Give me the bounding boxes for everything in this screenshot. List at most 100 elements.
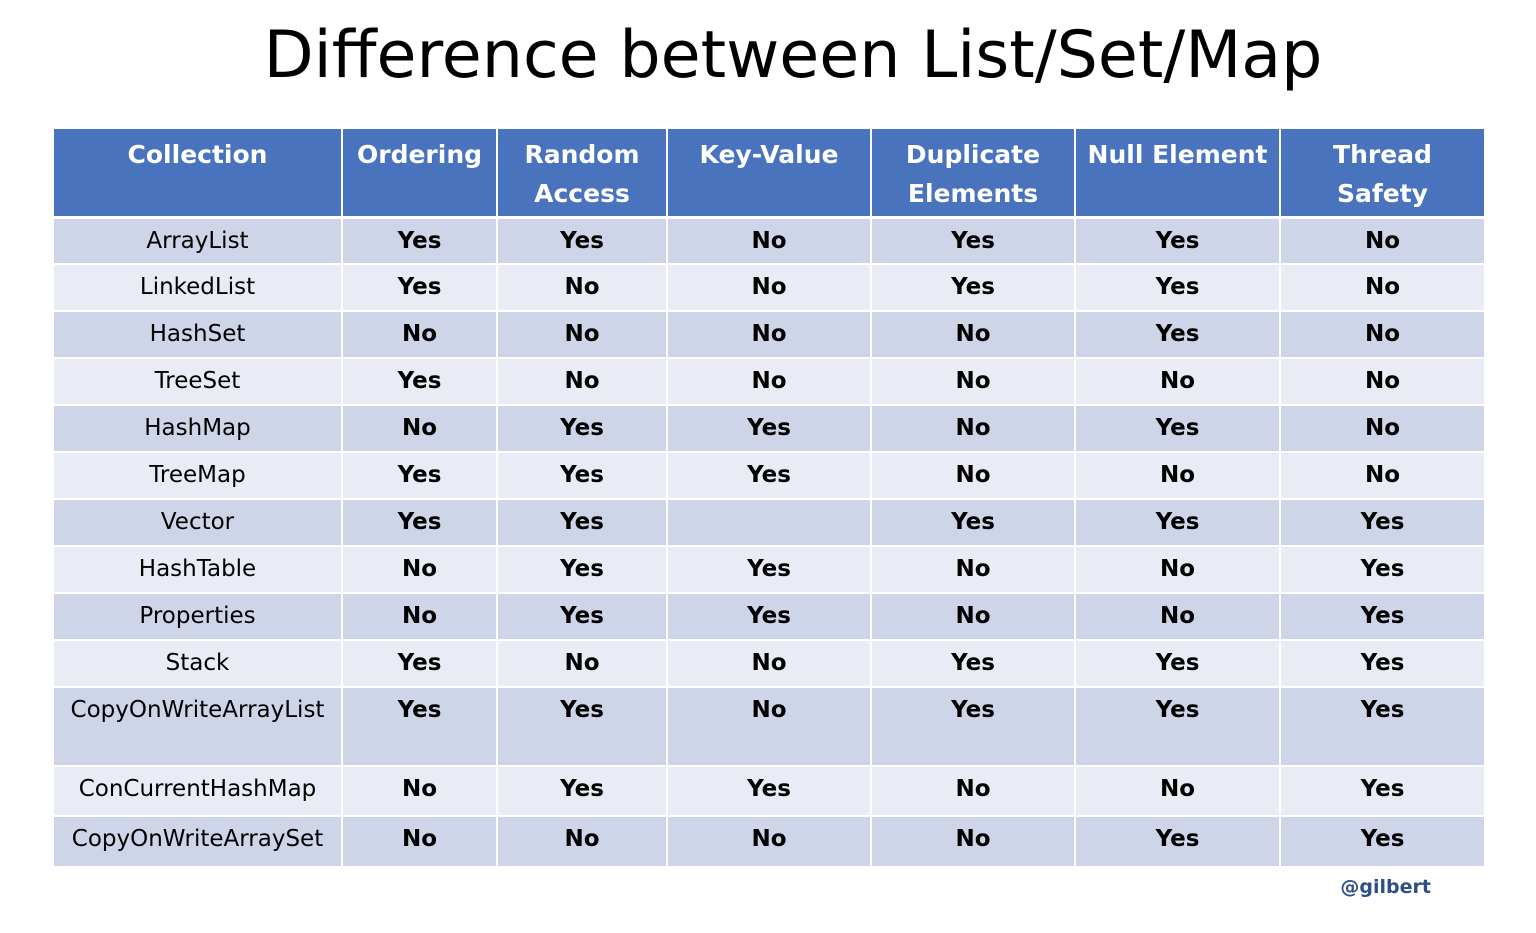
value-cell: Yes bbox=[1279, 498, 1484, 546]
value-cell: No bbox=[496, 639, 667, 687]
value-cell: Yes bbox=[341, 639, 497, 687]
header-label: Collection bbox=[127, 140, 268, 169]
value-cell: No bbox=[870, 815, 1075, 866]
value-cell bbox=[666, 498, 871, 546]
value-cell: No bbox=[341, 404, 497, 452]
table-row: Properties No Yes Yes No No Yes bbox=[54, 592, 1484, 640]
collection-name-cell: CopyOnWriteArraySet bbox=[54, 815, 342, 866]
collection-name-cell: LinkedList bbox=[54, 263, 342, 311]
value-cell: No bbox=[1279, 216, 1484, 264]
value-cell: No bbox=[1074, 592, 1280, 640]
value-cell: No bbox=[666, 310, 871, 358]
value-cell: Yes bbox=[1279, 815, 1484, 866]
value-cell: No bbox=[870, 545, 1075, 593]
value-cell: No bbox=[870, 451, 1075, 499]
table-row: LinkedList Yes No No Yes Yes No bbox=[54, 263, 1484, 311]
header-label: Ordering bbox=[356, 140, 483, 169]
collection-name-cell: Properties bbox=[54, 592, 342, 640]
value-cell: No bbox=[666, 639, 871, 687]
value-cell: No bbox=[666, 815, 871, 866]
table-row: Stack Yes No No Yes Yes Yes bbox=[54, 639, 1484, 687]
value-cell: Yes bbox=[496, 216, 667, 264]
page-title: Difference between List/Set/Map bbox=[263, 18, 1323, 93]
collection-name-cell: ArrayList bbox=[54, 216, 342, 264]
value-cell: Yes bbox=[666, 451, 871, 499]
header-label: Duplicate bbox=[905, 140, 1041, 169]
value-cell: No bbox=[1279, 404, 1484, 452]
table-row: HashTable No Yes Yes No No Yes bbox=[54, 545, 1484, 593]
value-cell: Yes bbox=[666, 765, 871, 816]
collection-name-cell: Stack bbox=[54, 639, 342, 687]
value-cell: No bbox=[1279, 310, 1484, 358]
value-cell: No bbox=[666, 216, 871, 264]
header-label: Thread bbox=[1333, 140, 1432, 169]
value-cell: No bbox=[1074, 357, 1280, 405]
collection-name-cell: HashSet bbox=[54, 310, 342, 358]
value-cell: No bbox=[1074, 765, 1280, 816]
value-cell: Yes bbox=[666, 545, 871, 593]
collection-name-cell: TreeSet bbox=[54, 357, 342, 405]
value-cell: Yes bbox=[1074, 686, 1280, 766]
value-cell: Yes bbox=[1074, 498, 1280, 546]
author-credit: @gilbert bbox=[1340, 876, 1431, 898]
value-cell: Yes bbox=[496, 765, 667, 816]
table-row: TreeMap Yes Yes Yes No No No bbox=[54, 451, 1484, 499]
table-row: ConCurrentHashMap No Yes Yes No No Yes bbox=[54, 765, 1484, 816]
table-row: HashSet No No No No Yes No bbox=[54, 310, 1484, 358]
value-cell: Yes bbox=[496, 686, 667, 766]
value-cell: No bbox=[496, 310, 667, 358]
value-cell: Yes bbox=[870, 639, 1075, 687]
header-label: Random bbox=[524, 140, 640, 169]
table-row: HashMap No Yes Yes No Yes No bbox=[54, 404, 1484, 452]
value-cell: Yes bbox=[1074, 310, 1280, 358]
value-cell: No bbox=[496, 263, 667, 311]
table-row: CopyOnWriteArraySet No No No No Yes Yes bbox=[54, 815, 1484, 866]
header-thread-safety: Thread Safety bbox=[1279, 129, 1484, 219]
value-cell: Yes bbox=[1279, 545, 1484, 593]
table-row: ArrayList Yes Yes No Yes Yes No bbox=[54, 216, 1484, 264]
value-cell: No bbox=[666, 686, 871, 766]
collection-name-cell: TreeMap bbox=[54, 451, 342, 499]
value-cell: No bbox=[341, 592, 497, 640]
collection-name-cell: Vector bbox=[54, 498, 342, 546]
value-cell: Yes bbox=[1074, 263, 1280, 311]
value-cell: Yes bbox=[666, 592, 871, 640]
value-cell: Yes bbox=[870, 686, 1075, 766]
value-cell: No bbox=[870, 592, 1075, 640]
value-cell: Yes bbox=[341, 357, 497, 405]
value-cell: No bbox=[870, 404, 1075, 452]
value-cell: Yes bbox=[341, 498, 497, 546]
table-row: TreeSet Yes No No No No No bbox=[54, 357, 1484, 405]
header-label: Null Element bbox=[1087, 140, 1268, 169]
header-random-access: Random Access bbox=[496, 129, 667, 219]
value-cell: No bbox=[870, 357, 1075, 405]
value-cell: Yes bbox=[1074, 216, 1280, 264]
value-cell: No bbox=[1279, 451, 1484, 499]
value-cell: Yes bbox=[1074, 815, 1280, 866]
value-cell: Yes bbox=[496, 498, 667, 546]
collection-name-cell: CopyOnWriteArrayList bbox=[54, 686, 342, 766]
table-row: CopyOnWriteArrayList Yes Yes No Yes Yes Yes bbox=[54, 686, 1484, 766]
value-cell: No bbox=[1279, 357, 1484, 405]
collection-name-cell: HashTable bbox=[54, 545, 342, 593]
value-cell: No bbox=[341, 815, 497, 866]
value-cell: Yes bbox=[1279, 639, 1484, 687]
value-cell: Yes bbox=[870, 216, 1075, 264]
header-row: Collection Ordering Random Access Key-Val… bbox=[54, 129, 1484, 219]
value-cell: Yes bbox=[341, 451, 497, 499]
value-cell: No bbox=[1074, 545, 1280, 593]
value-cell: No bbox=[870, 310, 1075, 358]
value-cell: No bbox=[341, 765, 497, 816]
header-collection: Collection bbox=[54, 129, 342, 219]
value-cell: Yes bbox=[341, 263, 497, 311]
value-cell: Yes bbox=[341, 216, 497, 264]
header-duplicate-elements: Duplicate Elements bbox=[870, 129, 1075, 219]
value-cell: Yes bbox=[496, 404, 667, 452]
header-label: Key-Value bbox=[699, 140, 839, 169]
comparison-table: Collection Ordering Random Access Key-Val… bbox=[54, 129, 1484, 866]
collection-name-cell: HashMap bbox=[54, 404, 342, 452]
value-cell: Yes bbox=[1279, 686, 1484, 766]
value-cell: No bbox=[1279, 263, 1484, 311]
value-cell: No bbox=[496, 357, 667, 405]
value-cell: No bbox=[666, 357, 871, 405]
